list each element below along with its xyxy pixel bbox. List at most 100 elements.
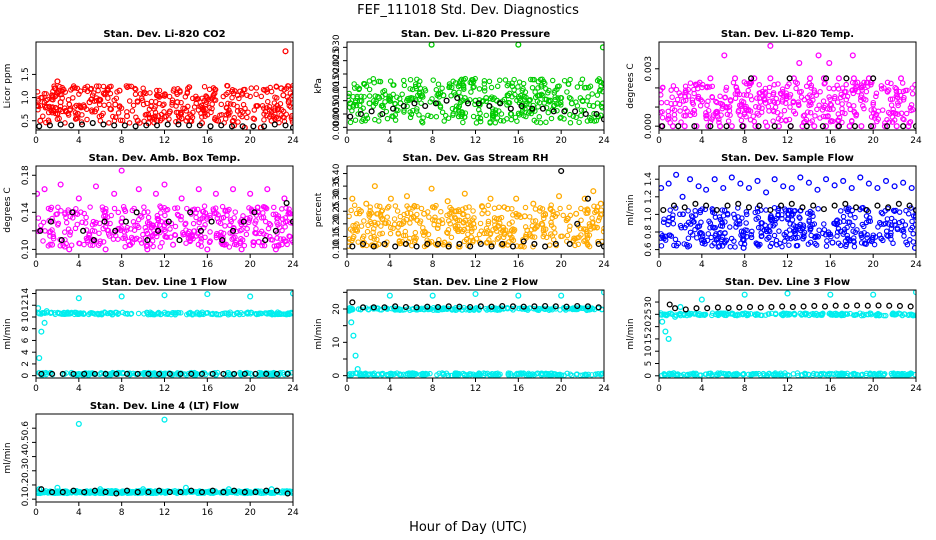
bulk-point xyxy=(162,92,169,98)
bulk-point xyxy=(715,244,722,250)
bulk-point xyxy=(102,310,108,316)
bulk-point xyxy=(685,235,692,242)
bulk-point xyxy=(476,372,482,378)
bulk-point xyxy=(384,214,390,220)
bulk-point xyxy=(554,211,560,217)
bulk-point xyxy=(575,241,582,248)
bulk-point xyxy=(442,112,449,119)
data-point xyxy=(525,97,533,104)
x-tick-label: 16 xyxy=(825,384,837,394)
bulk-point xyxy=(677,211,683,218)
bulk-point xyxy=(682,89,688,96)
bulk-point xyxy=(705,98,711,105)
data-point xyxy=(864,302,871,309)
data-point xyxy=(445,303,452,310)
bulk-point xyxy=(145,214,152,221)
bulk-point xyxy=(732,371,739,378)
x-tick-label: 12 xyxy=(470,384,481,394)
bulk-point xyxy=(156,87,163,94)
bulk-point xyxy=(772,104,779,111)
bulk-point xyxy=(76,240,82,247)
bulk-point-cloud xyxy=(659,79,916,126)
bulk-point xyxy=(430,77,436,83)
bulk-point xyxy=(695,224,701,230)
data-point xyxy=(477,240,484,247)
bulk-point xyxy=(809,93,815,100)
data-point xyxy=(212,190,219,197)
panel-3: Stan. Dev. Li-820 Temp.degrees C0 4 8 12 16 2… xyxy=(626,29,922,146)
data-point xyxy=(531,303,538,310)
data-point xyxy=(170,241,177,248)
bulk-point xyxy=(147,90,153,96)
bulk-point xyxy=(65,97,72,103)
bulk-point xyxy=(878,221,884,227)
bulk-point xyxy=(278,107,285,113)
bulk-point xyxy=(201,107,207,114)
plot-marks xyxy=(659,42,916,130)
bulk-point xyxy=(178,216,184,223)
bulk-point xyxy=(383,220,389,227)
y-tick-label: 0.6 xyxy=(644,242,654,257)
bulk-point xyxy=(901,116,907,123)
x-tick-label: 4 xyxy=(387,136,393,146)
data-point xyxy=(112,227,119,234)
data-point xyxy=(255,238,262,246)
bulk-point xyxy=(779,86,786,92)
bulk-point xyxy=(382,99,388,105)
data-point xyxy=(874,184,881,192)
bulk-point xyxy=(157,244,163,250)
bulk-point xyxy=(414,211,420,218)
bulk-point xyxy=(201,213,207,219)
bulk-point xyxy=(796,225,802,232)
data-point xyxy=(555,193,563,200)
bulk-point xyxy=(826,310,833,317)
data-point xyxy=(843,75,850,82)
bulk-point xyxy=(670,83,677,89)
data-point xyxy=(424,303,431,310)
y-tick-label: 0.35 xyxy=(332,176,342,196)
y-tick-label: 4 xyxy=(21,349,31,355)
data-point xyxy=(497,100,504,107)
bulk-point xyxy=(183,227,189,233)
data-point xyxy=(57,99,64,106)
bulk-point xyxy=(725,118,732,124)
bulk-point xyxy=(230,90,237,97)
data-point xyxy=(810,202,817,209)
data-point xyxy=(874,202,881,209)
data-point xyxy=(703,202,710,209)
data-point xyxy=(721,52,728,59)
bulk-point xyxy=(204,310,210,316)
bulk-point xyxy=(674,96,681,103)
bulk-point xyxy=(366,93,373,99)
bulk-point xyxy=(390,91,396,98)
bulk-point xyxy=(347,305,353,311)
bulk-point xyxy=(474,114,481,121)
bulk-point xyxy=(358,223,365,229)
bulk-point xyxy=(490,114,496,121)
bulk-point xyxy=(84,83,91,90)
bulk-point xyxy=(433,87,440,93)
y-tick-label: 10 xyxy=(644,345,654,357)
data-point xyxy=(558,292,565,299)
bulk-point xyxy=(805,371,811,378)
bulk-point xyxy=(731,211,737,218)
data-point xyxy=(91,108,98,115)
bulk-point xyxy=(570,113,576,119)
bulk-point xyxy=(834,311,840,317)
bulk-point xyxy=(78,209,84,215)
bulk-point xyxy=(898,110,905,117)
bulk-point xyxy=(818,311,824,318)
bulk-point xyxy=(680,211,686,217)
bulk-point xyxy=(461,238,468,245)
bulk-point xyxy=(399,91,405,98)
data-point xyxy=(413,243,420,250)
data-point xyxy=(288,237,293,244)
bulk-point xyxy=(706,84,713,90)
bulk-point xyxy=(862,240,868,246)
bulk-point xyxy=(401,82,408,89)
bulk-point xyxy=(509,219,515,225)
bulk-point xyxy=(912,312,916,319)
bulk-point xyxy=(860,103,866,109)
bulk-point xyxy=(231,115,237,121)
bulk-point xyxy=(61,229,68,235)
